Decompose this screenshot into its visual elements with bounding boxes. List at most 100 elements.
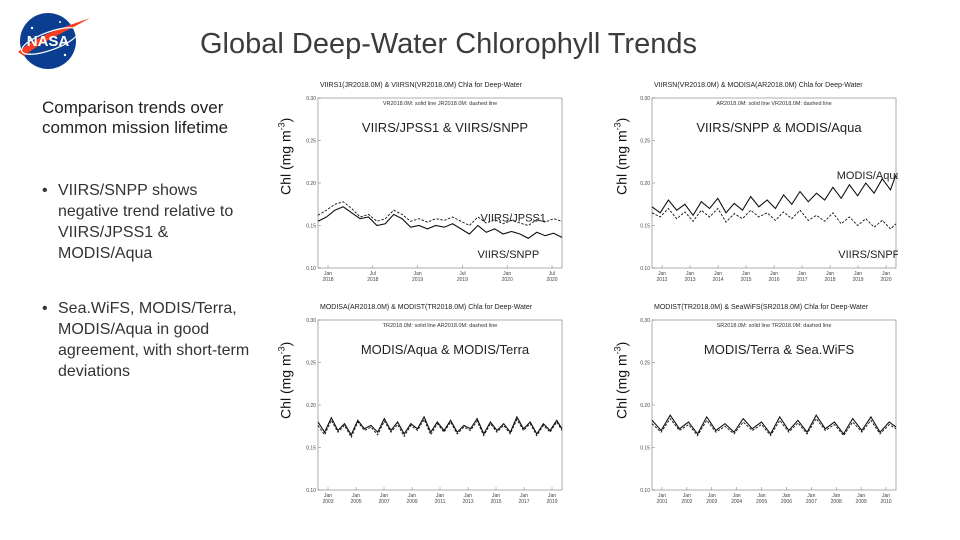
- bullet-1: VIIRS/SNPP shows negative trend relative…: [42, 180, 254, 264]
- x-tick-label: Jan: [380, 493, 388, 499]
- y-tick-label: 0.10: [306, 266, 316, 272]
- y-tick-label: 0.20: [306, 181, 316, 187]
- chart-annotation: VIIRS/JPSS1 & VIIRS/SNPP: [362, 120, 528, 135]
- x-tick-label: Jan: [826, 271, 834, 277]
- page-title: Global Deep-Water Chlorophyll Trends: [200, 28, 697, 60]
- x-tick-label: Jan: [683, 493, 691, 499]
- chart-annotation: MODIS/Aqua & MODIS/Terra: [361, 342, 530, 357]
- x-tick-label: Jan: [708, 493, 716, 499]
- y-tick-label: 0.25: [640, 138, 650, 144]
- x-tick-label: Jan: [882, 271, 890, 277]
- x-tick-label: 2018: [322, 277, 333, 283]
- x-tick-label: Jan: [352, 493, 360, 499]
- x-tick-label: 2017: [796, 277, 807, 283]
- series-label: VIIRS/SNPP: [477, 249, 539, 261]
- x-tick-label: 2020: [502, 277, 513, 283]
- chart-modis-terra-seawifs: MODIST(TR2018.0M) & SeaWiFS(SR2018.0M) C…: [640, 304, 897, 505]
- x-tick-label: 2004: [731, 499, 742, 505]
- x-tick-label: Jul: [549, 271, 555, 277]
- x-tick-label: 2018: [824, 277, 835, 283]
- series-line-dashed: [317, 201, 563, 227]
- x-tick-label: 2020: [546, 277, 557, 283]
- x-tick-label: 2002: [681, 499, 692, 505]
- x-tick-label: 2016: [768, 277, 779, 283]
- x-tick-label: Jan: [882, 493, 890, 499]
- left-text-column: Comparison trends over common mission li…: [42, 98, 254, 416]
- chart-title: MODIST(TR2018.0M) & SeaWiFS(SR2018.0M) C…: [654, 304, 869, 311]
- x-tick-label: Jan: [324, 271, 332, 277]
- y-tick-label: 0.10: [306, 488, 316, 494]
- chart-title: VIIRSN(VR2018.0M) & MODISA(AR2018.0M) Ch…: [654, 82, 863, 89]
- y-tick-label: 0.10: [640, 266, 650, 272]
- y-tick-label: 0.20: [306, 403, 316, 409]
- chart-annotation: MODIS/Terra & Sea.WiFS: [704, 342, 855, 357]
- x-tick-label: Jan: [548, 493, 556, 499]
- x-tick-label: 2013: [462, 499, 473, 505]
- chart-title: MODISA(AR2018.0M) & MODIST(TR2018.0M) Ch…: [320, 304, 533, 311]
- x-tick-label: Jan: [854, 271, 862, 277]
- x-tick-label: Jan: [782, 493, 790, 499]
- series-line-solid: [317, 415, 563, 436]
- x-tick-label: Jan: [798, 271, 806, 277]
- x-tick-label: Jan: [770, 271, 778, 277]
- y-tick-label: 0.30: [306, 96, 316, 102]
- x-tick-label: Jan: [324, 493, 332, 499]
- x-tick-label: 2010: [880, 499, 891, 505]
- x-tick-label: 2003: [706, 499, 717, 505]
- chart-subtitle: AR2018.0M: solid line VR2018.0M: dashed …: [716, 101, 831, 107]
- bullet-2: Sea.WiFS, MODIS/Terra, MODIS/Aqua in goo…: [42, 298, 254, 382]
- logo-text: NASA: [27, 33, 70, 50]
- y-tick-label: 0.15: [640, 445, 650, 451]
- chart-viirs-jpss1-snpp: VIIRS1(JR2018.0M) & VIIRSN(VR2018.0M) Ch…: [306, 82, 563, 283]
- chart-subtitle: TR2018.0M: solid line AR2018.0M: dashed …: [383, 323, 498, 329]
- x-tick-label: 2005: [756, 499, 767, 505]
- series-label: VIIRS/SNPP: [838, 249, 898, 261]
- x-tick-label: Jan: [408, 493, 416, 499]
- x-tick-label: 2009: [856, 499, 867, 505]
- x-tick-label: 2014: [712, 277, 723, 283]
- x-tick-label: Jan: [414, 271, 422, 277]
- x-tick-label: 2006: [781, 499, 792, 505]
- x-tick-label: 2013: [684, 277, 695, 283]
- ylabel-chart-3: Chl (mg m-3): [276, 341, 294, 419]
- chart-title: VIIRS1(JR2018.0M) & VIIRSN(VR2018.0M) Ch…: [320, 82, 523, 89]
- x-tick-label: 2019: [546, 499, 557, 505]
- x-tick-label: Jan: [686, 271, 694, 277]
- x-tick-label: Jan: [658, 271, 666, 277]
- series-line-solid: [317, 206, 563, 239]
- nasa-logo: NASA: [18, 13, 90, 69]
- x-tick-label: Jan: [807, 493, 815, 499]
- subheading: Comparison trends over common mission li…: [42, 98, 229, 137]
- x-tick-label: 2012: [656, 277, 667, 283]
- x-tick-label: 2015: [490, 499, 501, 505]
- y-tick-label: 0.15: [306, 445, 316, 451]
- series-label: MODIS/Aqua: [837, 170, 898, 182]
- ylabel-chart-1: Chl (mg m-3): [276, 117, 294, 195]
- x-tick-label: 2015: [740, 277, 751, 283]
- x-tick-label: Jan: [658, 493, 666, 499]
- x-tick-label: 2018: [367, 277, 378, 283]
- x-tick-label: Jul: [459, 271, 465, 277]
- ylabel-chart-4: Chl (mg m-3): [612, 341, 630, 419]
- chart-subtitle: SR2018.0M: solid line TR2018.0M: dashed …: [717, 323, 832, 329]
- x-tick-label: Jan: [492, 493, 500, 499]
- x-tick-label: 2011: [435, 499, 446, 505]
- x-tick-label: 2019: [457, 277, 468, 283]
- x-tick-label: 2020: [880, 277, 891, 283]
- y-tick-label: 0.25: [306, 360, 316, 366]
- chart-viirs-snpp-modis-aqua: VIIRSN(VR2018.0M) & MODISA(AR2018.0M) Ch…: [640, 82, 898, 283]
- series-line-solid: [651, 414, 897, 435]
- x-tick-label: Jan: [733, 493, 741, 499]
- y-tick-label: 0.30: [640, 96, 650, 102]
- x-tick-label: Jan: [436, 493, 444, 499]
- y-tick-label: 0.25: [640, 360, 650, 366]
- y-tick-label: 0.15: [640, 223, 650, 229]
- x-tick-label: 2005: [350, 499, 361, 505]
- x-tick-label: 2001: [656, 499, 667, 505]
- x-tick-label: 2007: [806, 499, 817, 505]
- y-tick-label: 0.25: [306, 138, 316, 144]
- x-tick-label: Jan: [503, 271, 511, 277]
- x-tick-label: Jan: [832, 493, 840, 499]
- x-tick-label: 2007: [378, 499, 389, 505]
- x-tick-label: 2019: [852, 277, 863, 283]
